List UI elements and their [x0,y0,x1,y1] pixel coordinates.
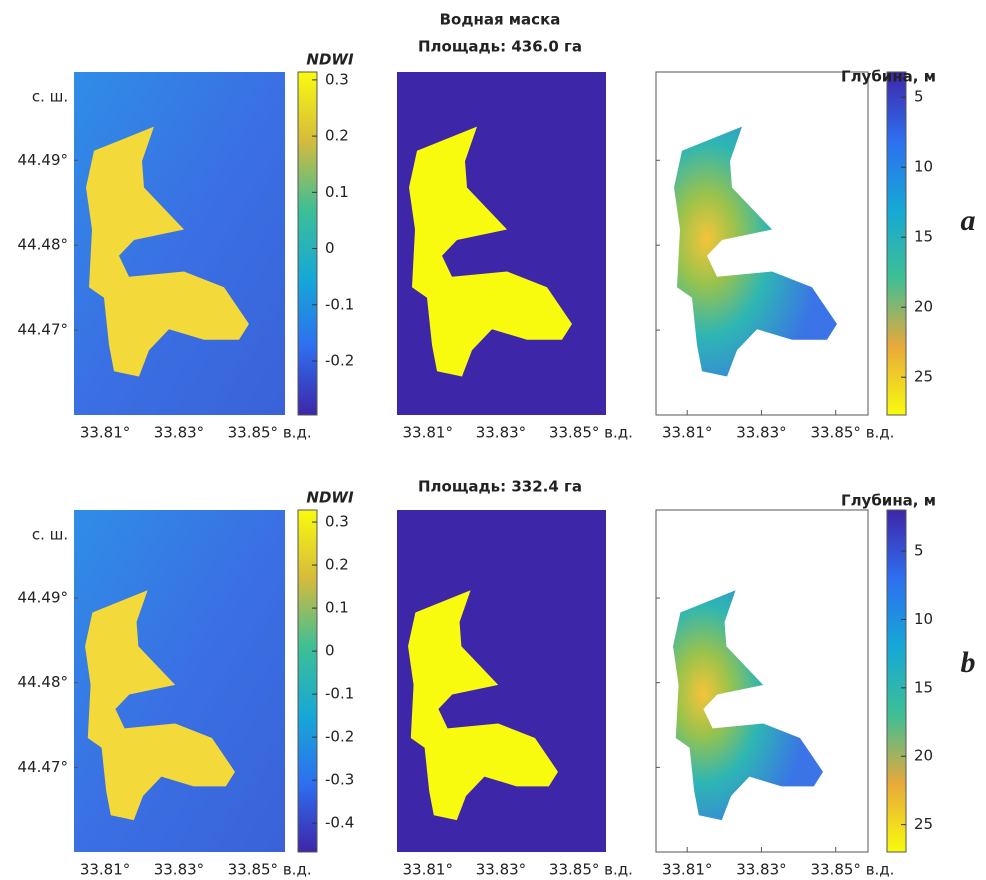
colorbar [886,509,907,853]
y-tick-label: 44.49° [18,151,68,169]
colorbar-tick-label: 0.2 [325,127,349,145]
colorbar-tick-label: 10 [914,610,933,628]
x-unit: в.д. [604,424,633,442]
colorbar [297,509,318,853]
x-unit: в.д. [866,424,895,442]
colorbar-tick-label: 5 [914,542,924,560]
x-tick-label: 33.81° [662,424,712,442]
colorbar-tick-label: 0.3 [325,513,349,531]
x-tick-label: 33.81° [403,424,453,442]
y-tick-label: 44.47° [18,758,68,776]
x-tick-label: 33.85° [228,861,278,879]
x-tick-label: 33.85° [228,424,278,442]
colorbar-tick-label: 25 [914,815,933,833]
colorbar-tick-label: 0 [325,642,335,660]
area-label: Площадь: 436.0 га [418,38,582,56]
colorbar-tick-label: 0.3 [325,70,349,88]
colorbar [886,71,907,416]
y-unit: с. ш. [32,88,68,106]
x-tick-label: 33.81° [80,861,130,879]
colorbar-tick-label: 15 [914,228,933,246]
x-tick-label: 33.83° [154,424,204,442]
colorbar-title: NDWI [306,51,354,69]
colorbar-title: NDWI [306,489,354,507]
colorbar-tick-label: -0.2 [325,728,354,746]
x-tick-label: 33.83° [736,424,786,442]
colorbar-tick-label: -0.3 [325,771,354,789]
row-label: a [961,204,976,237]
x-tick-label: 33.83° [736,861,786,879]
y-unit: с. ш. [32,526,68,544]
colorbar-tick-label: 0 [325,239,335,257]
mask-title: Водная маска [440,11,561,29]
row-label: b [961,646,976,679]
colorbar-tick-label: 20 [914,747,933,765]
y-tick-label: 44.48° [18,236,68,254]
x-tick-label: 33.85° [810,861,860,879]
colorbar-title: Глубина, м [841,68,936,86]
colorbar-tick-label: 25 [914,368,933,386]
colorbar-tick-label: 0.2 [325,556,349,574]
x-tick-label: 33.83° [154,861,204,879]
x-tick-label: 33.83° [476,424,526,442]
x-tick-label: 33.83° [476,861,526,879]
colorbar-tick-label: -0.1 [325,685,354,703]
x-unit: в.д. [283,861,312,879]
area-label: Площадь: 332.4 га [418,478,582,496]
x-tick-label: 33.85° [810,424,860,442]
x-tick-label: 33.85° [549,861,599,879]
colorbar-tick-label: 20 [914,298,933,316]
colorbar-tick-label: 5 [914,88,924,106]
x-tick-label: 33.81° [403,861,453,879]
x-tick-label: 33.81° [662,861,712,879]
colorbar [297,71,318,416]
colorbar-tick-label: 10 [914,158,933,176]
x-unit: в.д. [866,861,895,879]
colorbar-tick-label: 15 [914,678,933,696]
colorbar-tick-label: -0.4 [325,814,354,832]
colorbar-tick-label: -0.1 [325,295,354,313]
x-unit: в.д. [604,861,633,879]
colorbar-tick-label: 0.1 [325,183,349,201]
x-tick-label: 33.85° [549,424,599,442]
x-tick-label: 33.81° [80,424,130,442]
y-tick-label: 44.47° [18,321,68,339]
x-unit: в.д. [283,424,312,442]
y-tick-label: 44.48° [18,673,68,691]
colorbar-tick-label: 0.1 [325,599,349,617]
colorbar-tick-label: -0.2 [325,352,354,370]
colorbar-title: Глубина, м [841,492,936,510]
y-tick-label: 44.49° [18,589,68,607]
